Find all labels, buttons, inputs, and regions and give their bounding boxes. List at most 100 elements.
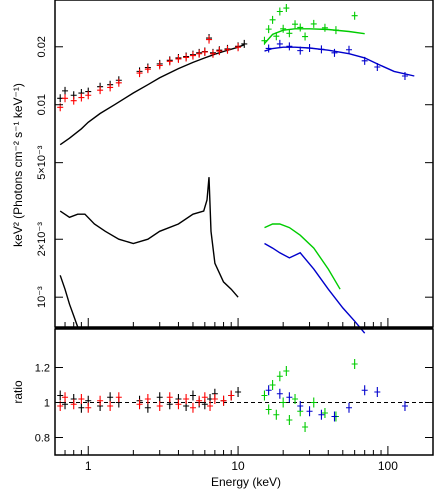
spectrum-point-2-13 (332, 26, 339, 35)
ratio-point-1-5 (97, 395, 104, 406)
x-tick-label-2: 100 (378, 459, 398, 473)
ratio-point-3-4 (306, 406, 313, 417)
spectrum-point-3-0 (265, 44, 272, 53)
spectrum-point-1-16 (201, 47, 208, 56)
x-tick-label-1: 10 (231, 459, 245, 473)
spectrum-point-1-2 (70, 96, 77, 105)
spectrum-point-3-3 (297, 46, 304, 55)
ratio-point-3-8 (361, 385, 368, 396)
ratio-point-1-19 (220, 395, 227, 406)
ratio-point-3-10 (401, 401, 408, 411)
ratio-point-0-21 (235, 387, 242, 397)
spectrum-panel: 10⁻³ 2×10⁻³ 5×10⁻³ 0.01 0.02 keV² (Photons c… (11, 0, 434, 334)
model-curve-2 (264, 46, 415, 77)
spectrum-point-3-10 (401, 71, 408, 80)
ratio-data-layer (57, 359, 408, 432)
ratio-point-3-7 (345, 402, 352, 413)
spectrum-point-3-1 (276, 39, 283, 48)
spectrum-point-2-1 (265, 25, 272, 34)
spectrum-point-1-4 (85, 91, 92, 100)
ratio-point-2-7 (286, 415, 293, 425)
spectrum-point-2-6 (283, 4, 290, 13)
spectrum-point-1-7 (115, 78, 122, 87)
spectrum-point-1-19 (216, 47, 223, 56)
spectrum-y-tick-label-4: 0.02 (36, 36, 48, 57)
spectrum-point-2-8 (292, 20, 299, 29)
ratio-point-0-9 (144, 402, 151, 413)
ratio-point-2-10 (302, 422, 309, 432)
spectrum-point-1-9 (144, 65, 151, 74)
ratio-point-1-11 (166, 392, 173, 403)
spectrum-point-3-5 (318, 45, 325, 54)
ratio-point-2-8 (292, 394, 299, 404)
ratio-point-3-1 (276, 388, 283, 399)
ratio-point-2-0 (261, 390, 268, 401)
ratio-point-2-4 (276, 371, 283, 382)
ratio-point-3-0 (265, 385, 272, 396)
ratio-point-1-3 (78, 394, 85, 404)
spectrum-point-2-9 (297, 23, 304, 32)
ratio-point-1-12 (175, 399, 182, 410)
ratio-point-1-2 (70, 399, 77, 410)
spectrum-point-3-4 (306, 44, 313, 53)
ratio-point-2-5 (280, 397, 287, 408)
spectrum-point-1-15 (196, 49, 203, 58)
spectrum-point-2-2 (269, 15, 276, 24)
ratio-point-0-3 (78, 402, 85, 413)
spectrum-point-1-14 (189, 51, 196, 60)
ratio-point-1-17 (207, 401, 214, 411)
spectrum-point-1-10 (156, 61, 163, 70)
ratio-panel: 0.8 1 1.2 ratio (11, 328, 434, 456)
spectrum-point-1-3 (78, 93, 85, 102)
spectrum-point-2-11 (310, 19, 317, 28)
spectrum-point-1-17 (206, 35, 213, 44)
ratio-axis-ticks: 0.8 1 1.2 (35, 363, 433, 445)
ratio-point-1-9 (144, 394, 151, 404)
model-curve-4 (264, 223, 341, 290)
ratio-point-1-6 (107, 401, 114, 411)
ratio-point-1-20 (228, 390, 235, 401)
ratio-y-axis-label: ratio (11, 380, 25, 404)
spectrum-plot-frame (54, 0, 434, 328)
spectrum-point-2-14 (351, 11, 358, 20)
model-curve-1 (263, 28, 365, 44)
spectrum-y-tick-label-1: 2×10⁻³ (36, 222, 48, 257)
ratio-point-2-11 (310, 397, 317, 408)
spectrum-point-1-21 (235, 43, 242, 52)
spectrum-data-layer (57, 4, 408, 112)
spectrum-point-3-6 (331, 48, 338, 57)
spectrum-point-1-5 (97, 86, 104, 95)
ratio-point-1-1 (62, 392, 69, 403)
ratio-point-1-15 (196, 395, 203, 406)
spectrum-point-2-5 (280, 24, 287, 33)
ratio-point-0-0 (57, 390, 64, 401)
spectrum-point-2-3 (273, 32, 280, 41)
spectrum-point-3-7 (345, 45, 352, 54)
spectrum-point-1-8 (136, 69, 143, 78)
ratio-point-2-3 (273, 409, 280, 420)
spectrum-point-3-9 (374, 63, 381, 72)
spectrum-point-1-6 (107, 83, 114, 92)
spectrum-y-tick-label-3: 0.01 (36, 94, 48, 115)
ratio-point-1-18 (211, 394, 218, 404)
ratio-point-1-13 (183, 394, 190, 404)
spectrum-point-1-20 (224, 45, 231, 54)
ratio-point-2-1 (265, 404, 272, 415)
spectrum-point-2-12 (321, 23, 328, 32)
spectrum-point-1-18 (209, 49, 216, 58)
spectrum-axis-ticks: 10⁻³ 2×10⁻³ 5×10⁻³ 0.01 0.02 (36, 36, 433, 308)
spectrum-point-2-7 (286, 29, 293, 38)
spectrum-point-2-0 (261, 36, 268, 45)
ratio-point-3-9 (374, 387, 381, 397)
x-axis-tick-labels: 1 10 100 (64, 318, 434, 473)
ratio-point-3-3 (297, 401, 304, 411)
ratio-point-1-16 (201, 392, 208, 403)
ratio-point-0-10 (156, 392, 163, 403)
spectrum-y-tick-label-0: 10⁻³ (36, 286, 48, 308)
ratio-point-2-14 (351, 359, 358, 369)
spectrum-point-1-12 (175, 54, 182, 63)
ratio-point-3-6 (331, 411, 338, 422)
ratio-point-3-5 (318, 409, 325, 420)
ratio-point-1-4 (85, 402, 92, 413)
model-curve-6 (59, 275, 79, 328)
